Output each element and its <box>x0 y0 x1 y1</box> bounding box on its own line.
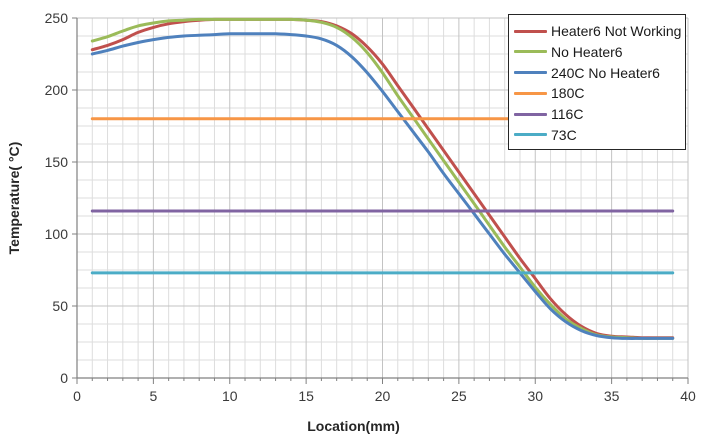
legend: Heater6 Not Working No Heater6 240C No Hea… <box>508 14 686 150</box>
legend-item-116c: 116C <box>514 104 681 124</box>
legend-label: 73C <box>551 126 577 143</box>
y-tick-label: 50 <box>52 298 68 314</box>
y-tick-label: 250 <box>45 10 69 26</box>
legend-item-heater6-not-working: Heater6 Not Working <box>514 21 681 41</box>
y-tick-label: 150 <box>45 154 69 170</box>
y-axis-title: Temperature( °C) <box>6 141 22 255</box>
legend-swatch-116c <box>514 112 547 116</box>
x-axis-title: Location(mm) <box>307 418 400 434</box>
x-tick-label: 35 <box>604 388 620 404</box>
series-line-no-heater6 <box>90 17 675 340</box>
y-tick-label: 0 <box>60 370 68 386</box>
legend-swatch-180c <box>514 91 547 95</box>
x-tick-label: 15 <box>298 388 314 404</box>
legend-label: 180C <box>551 85 585 102</box>
legend-swatch-heater6-not-working <box>514 29 547 33</box>
x-tick-label: 25 <box>451 388 467 404</box>
x-tick-label: 0 <box>73 388 81 404</box>
y-tick-label: 200 <box>45 82 69 98</box>
legend-swatch-240c-no-heater6 <box>514 71 547 75</box>
legend-swatch-no-heater6 <box>514 50 547 54</box>
legend-label: 116C <box>551 106 584 123</box>
legend-item-73c: 73C <box>514 125 681 145</box>
x-tick-label: 30 <box>527 388 543 404</box>
x-tick-label: 40 <box>680 388 696 404</box>
x-tick-label: 5 <box>149 388 157 404</box>
x-tick-label: 20 <box>375 388 391 404</box>
y-tick-label: 100 <box>45 226 69 242</box>
x-tick-label: 10 <box>222 388 238 404</box>
legend-item-180c: 180C <box>514 83 681 103</box>
legend-swatch-73c <box>514 133 547 137</box>
legend-item-no-heater6: No Heater6 <box>514 42 681 62</box>
legend-label: Heater6 Not Working <box>551 23 682 39</box>
legend-label: No Heater6 <box>551 43 623 60</box>
legend-label: 240C No Heater6 <box>551 64 660 81</box>
legend-item-240c-no-heater6: 240C No Heater6 <box>514 63 681 83</box>
series-line-240c-no-heater6 <box>90 32 675 340</box>
